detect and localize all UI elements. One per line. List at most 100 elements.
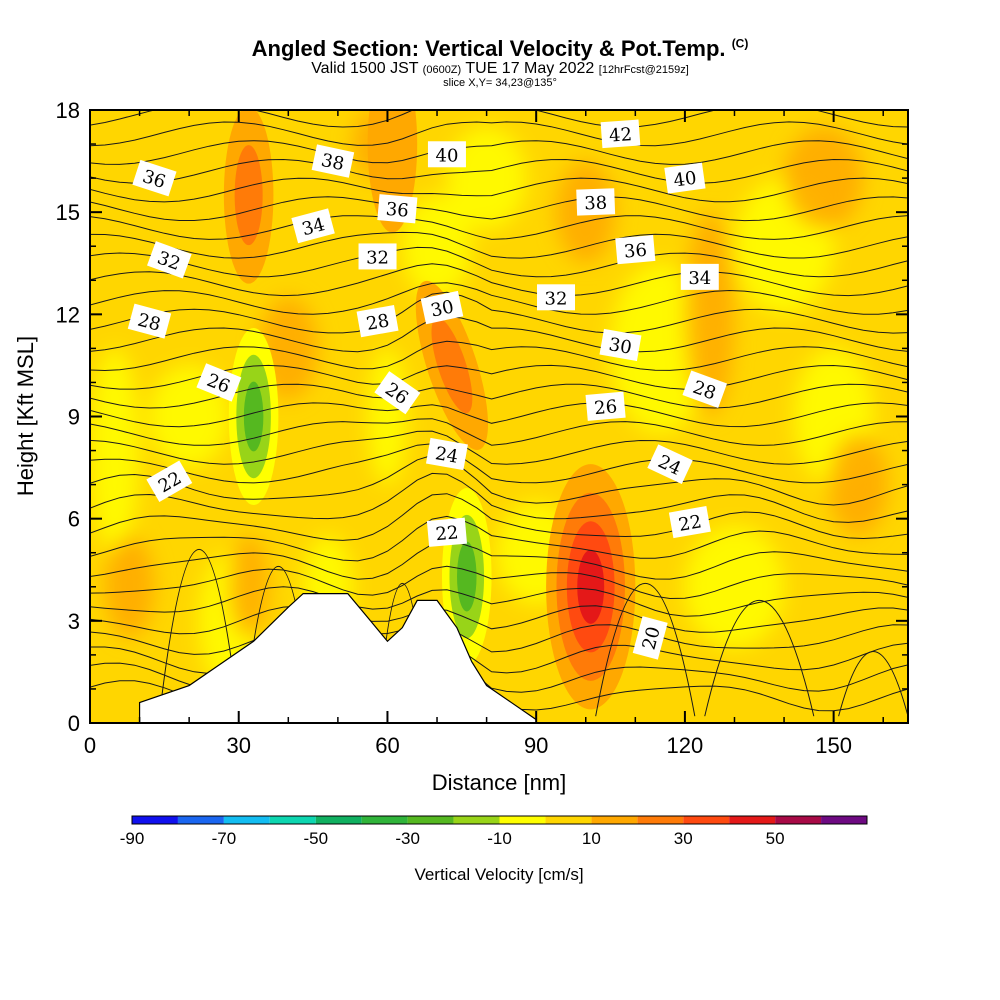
field-patch [446, 127, 527, 230]
contour-label-box [377, 194, 418, 224]
contour-label-box [576, 188, 616, 216]
contour-label: 34 [291, 208, 335, 244]
colorbar-swatch [315, 816, 362, 824]
subtitle-date: TUE 17 May 2022 [465, 60, 595, 77]
potential-temperature-contours [90, 110, 908, 717]
contour-label-box [632, 616, 668, 660]
x-axis-label: Distance [nm] [432, 770, 567, 795]
isentrope-line [90, 140, 908, 165]
contour-label-text: 40 [435, 145, 458, 166]
field-patch [90, 348, 140, 553]
isentrope-line [90, 215, 908, 240]
contour-label-box [146, 460, 193, 502]
field-patch [228, 535, 269, 638]
y-axis-label: Height [Kft MSL] [13, 336, 38, 496]
y-tick-label: 12 [56, 302, 80, 327]
contour-label-text: 36 [385, 199, 410, 222]
x-tick-label: 90 [524, 733, 548, 758]
velocity-core [577, 549, 605, 624]
isentrope-line [90, 493, 908, 541]
contour-label-box [537, 284, 576, 311]
isentrope-line [90, 263, 908, 297]
colorbar-swatch [821, 816, 867, 824]
isentrope-line [90, 231, 908, 259]
contour-label: 30 [420, 290, 464, 325]
contour-label-text: 34 [688, 268, 711, 289]
contour-label: 36 [615, 235, 656, 265]
colorbar-frame [131, 815, 868, 825]
colorbar-swatch [637, 816, 684, 824]
terrain-mask [138, 592, 537, 723]
contour-label-box [147, 241, 192, 279]
contour-label: 38 [311, 144, 355, 178]
contour-label-text: 22 [677, 511, 703, 536]
contour-label-box [682, 370, 728, 408]
velocity-core [457, 541, 477, 612]
contour-label-box [196, 363, 242, 402]
isentrope-line [90, 540, 908, 580]
isentrope-line [90, 364, 908, 390]
velocity-core [243, 381, 264, 452]
colorbar-tick-label: -30 [395, 829, 420, 848]
isentrope-line [90, 623, 908, 655]
contour-label-box [311, 144, 355, 178]
contour-label-box [615, 235, 656, 265]
x-tick-label: 0 [84, 733, 96, 758]
contour-label-box [680, 263, 719, 290]
colorbar-swatch [361, 816, 408, 824]
x-tick-label: 150 [815, 733, 852, 758]
isentrope-line [90, 177, 908, 203]
isentrope-line [90, 196, 908, 222]
isentrope-line [90, 418, 908, 446]
isentrope-line [838, 651, 908, 717]
isentrope-line [90, 430, 908, 465]
velocity-core [234, 145, 263, 246]
isentrope-line [158, 548, 240, 717]
colorbar-tick-label: -10 [487, 829, 512, 848]
subtitle-utc: (0600Z) [422, 64, 462, 76]
contour-label-box [427, 141, 466, 168]
colorbar-swatch [223, 816, 270, 824]
colorbar-tick-label: 50 [766, 829, 785, 848]
contour-label-text: 22 [435, 522, 460, 545]
contour-label-box [585, 391, 626, 421]
isentrope-line [90, 315, 908, 353]
contour-label-text: 40 [672, 168, 698, 192]
field-patch [828, 433, 889, 536]
contour-label-box [356, 305, 399, 338]
contour-label-box [291, 208, 335, 244]
isentrope-line [90, 454, 908, 506]
colorbar-swatch [407, 816, 454, 824]
isentrope-line [90, 402, 908, 428]
isentrope-line [90, 282, 908, 315]
contour-label-text: 28 [365, 310, 391, 335]
field-patch [684, 212, 735, 417]
contour-label: 26 [585, 391, 626, 421]
colorbar-tick-label: 10 [582, 829, 601, 848]
isentrope-line [704, 600, 815, 717]
contour-label-text: 30 [607, 334, 633, 359]
contour-label: 24 [647, 444, 693, 484]
contour-label: 28 [356, 305, 399, 338]
contour-label-box [374, 371, 421, 415]
chart-title: Angled Section: Vertical Velocity & Pot.… [0, 36, 1000, 62]
x-tick-label: 30 [226, 733, 250, 758]
y-tick-label: 18 [56, 98, 80, 123]
contour-label: 22 [426, 517, 468, 547]
x-tick-label: 60 [375, 733, 399, 758]
contour-label-box [127, 303, 172, 339]
contour-label-box [668, 505, 711, 539]
chart-subtitle: Valid 1500 JST (0600Z) TUE 17 May 2022 [… [0, 60, 1000, 78]
contour-label-box [600, 119, 641, 149]
field-soft-patches [90, 110, 889, 689]
colorbar-swatch [683, 816, 730, 824]
contour-label-text: 36 [623, 240, 648, 263]
colorbar-label: Vertical Velocity [cm/s] [414, 865, 583, 884]
contour-label: 36 [132, 159, 177, 197]
contour-label: 30 [599, 328, 642, 362]
isentrope-line [90, 158, 908, 184]
isentrope-line [90, 586, 908, 617]
contour-label-text: 32 [545, 288, 568, 309]
